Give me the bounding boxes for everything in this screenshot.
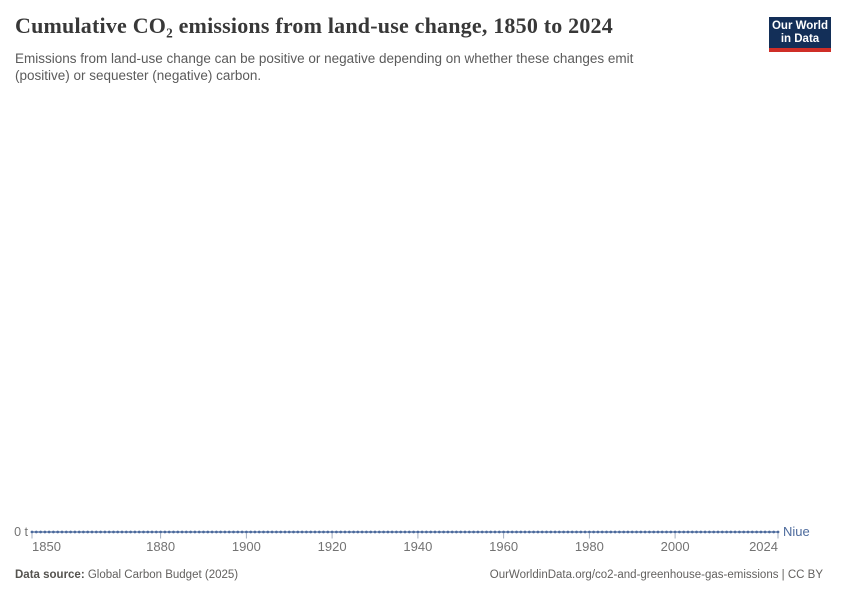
chart-title: Cumulative CO₂ emissions from land-use c… [15,13,613,38]
x-tick-label-1880: 1880 [146,539,176,554]
series-entity-label[interactable]: Niue [783,524,810,539]
owid-logo-line1: Our World [771,20,828,32]
y-axis-zero-label: 0 t [14,525,28,539]
data-source-label: Data source: [15,569,85,581]
x-tick-label-2000: 2000 [660,539,690,554]
x-tick-label-1960: 1960 [489,539,519,554]
data-source-note: Data source: Global Carbon Budget (2025) [15,569,238,581]
x-tick-label-2024: 2024 [749,539,778,554]
owid-logo[interactable]: Our World in Data [769,17,831,52]
x-tick-label-1850: 1850 [32,539,61,554]
data-source-value: Global Carbon Budget (2025) [84,569,239,581]
x-axis: 1850 1880 1900 1920 1940 1960 1980 2000 2024 [0,539,850,555]
citation-note: OurWorldinData.org/co2-and-greenhouse-ga… [489,569,823,581]
x-tick-label-1920: 1920 [317,539,347,554]
owid-logo-line2: in Data [780,33,820,45]
x-tick-label-1980: 1980 [574,539,604,554]
chart-subtitle: Emissions from land-use change can be po… [15,51,634,83]
x-tick-label-1900: 1900 [231,539,261,554]
x-tick-label-1940: 1940 [403,539,433,554]
